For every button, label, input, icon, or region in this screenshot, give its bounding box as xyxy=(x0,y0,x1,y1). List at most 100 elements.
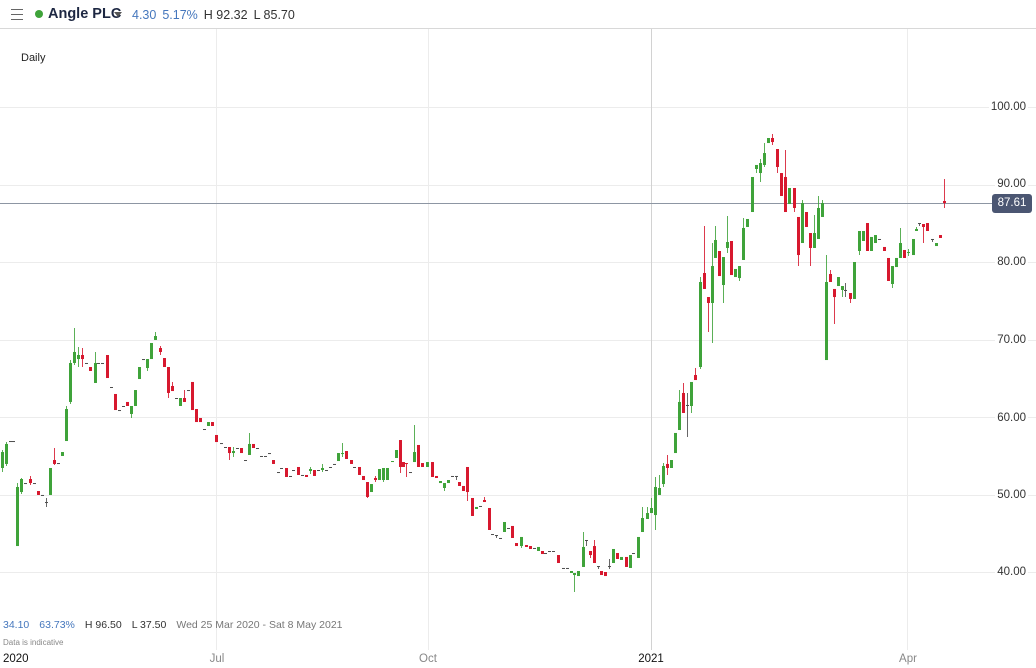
candle xyxy=(268,453,271,455)
candle xyxy=(89,367,92,371)
candle xyxy=(191,381,194,411)
candle xyxy=(821,200,824,217)
candle xyxy=(358,466,361,475)
candle xyxy=(134,390,137,406)
candle xyxy=(755,164,758,174)
candle xyxy=(771,133,774,145)
candle xyxy=(620,556,623,560)
candle xyxy=(1,450,4,473)
candle xyxy=(674,432,677,454)
x-axis-label: Jul xyxy=(209,653,225,665)
candle xyxy=(662,463,665,487)
candle xyxy=(813,215,816,248)
candle xyxy=(577,570,580,577)
candle xyxy=(878,238,881,240)
candle xyxy=(224,446,227,448)
candle xyxy=(612,548,615,564)
y-axis-label: 40.00 xyxy=(995,565,1028,579)
candle xyxy=(370,484,373,493)
candle xyxy=(374,475,377,483)
candle xyxy=(570,570,573,574)
y-axis-label: 100.00 xyxy=(988,100,1028,114)
candle xyxy=(317,470,320,472)
candle xyxy=(722,257,725,303)
candle xyxy=(557,555,560,564)
candle xyxy=(939,235,942,238)
candle xyxy=(738,266,741,281)
candle xyxy=(37,491,40,495)
candle xyxy=(65,405,68,442)
candle xyxy=(285,467,288,477)
range-high: H 96.50 xyxy=(84,619,122,631)
candle xyxy=(386,467,389,481)
candle xyxy=(891,266,894,289)
candle xyxy=(637,536,640,558)
candle xyxy=(666,454,669,475)
candle xyxy=(24,483,27,485)
candle xyxy=(110,387,113,389)
candle xyxy=(150,342,153,360)
candle xyxy=(73,328,76,365)
candle xyxy=(171,381,174,392)
candle xyxy=(236,448,239,449)
candle xyxy=(101,362,104,364)
market-status-dot-icon xyxy=(35,10,43,18)
candle xyxy=(106,355,109,379)
candle xyxy=(529,546,532,549)
candle xyxy=(690,381,693,413)
candle xyxy=(525,545,528,547)
candle xyxy=(866,223,869,251)
candlestick-series xyxy=(1,133,946,592)
menu-icon[interactable] xyxy=(11,9,23,20)
candle xyxy=(829,269,832,282)
candle xyxy=(167,367,170,399)
candle xyxy=(776,149,779,174)
candle xyxy=(260,455,263,457)
candle xyxy=(345,451,348,460)
candle xyxy=(333,463,336,465)
candle xyxy=(471,497,474,516)
candle xyxy=(499,537,502,539)
candle xyxy=(215,434,218,443)
candle xyxy=(730,240,733,276)
candle xyxy=(341,443,344,457)
instrument-name[interactable]: Angle PLC xyxy=(48,6,122,22)
candle xyxy=(784,150,787,213)
candle xyxy=(272,460,275,464)
candle xyxy=(12,441,15,443)
candle xyxy=(61,452,64,456)
candle xyxy=(175,398,178,400)
candle xyxy=(763,143,766,167)
candle xyxy=(907,248,910,257)
interval-label[interactable]: Daily xyxy=(21,52,46,64)
candle xyxy=(629,555,632,568)
candle xyxy=(541,550,544,555)
candle xyxy=(57,463,60,465)
range-summary: 34.10 63.73% H 96.50 L 37.50 Wed 25 Mar … xyxy=(3,619,343,631)
candle xyxy=(544,553,547,555)
candle xyxy=(451,475,454,477)
candle xyxy=(552,550,555,552)
candle xyxy=(458,482,461,486)
candle xyxy=(533,547,536,549)
candle xyxy=(5,442,8,466)
candle xyxy=(926,223,929,231)
y-axis-label: 80.00 xyxy=(995,255,1028,269)
candle xyxy=(943,178,946,208)
candle xyxy=(817,195,820,239)
candle xyxy=(597,566,600,569)
candle xyxy=(97,362,100,364)
candle xyxy=(495,535,498,538)
candle xyxy=(126,401,129,406)
candle xyxy=(805,212,808,227)
candle xyxy=(195,409,198,423)
candle xyxy=(479,505,482,507)
candle xyxy=(703,226,706,289)
chevron-down-icon[interactable] xyxy=(114,12,122,17)
candle xyxy=(252,443,255,448)
candle xyxy=(759,159,762,183)
candle xyxy=(746,218,749,227)
candle xyxy=(45,497,48,507)
